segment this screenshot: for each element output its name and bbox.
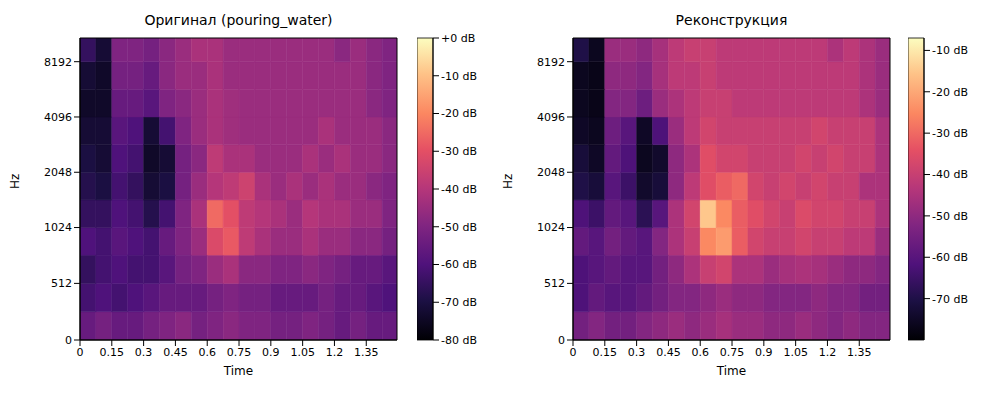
svg-text:0.6: 0.6 (691, 346, 709, 359)
svg-text:0: 0 (65, 334, 72, 347)
svg-text:0.15: 0.15 (593, 346, 618, 359)
svg-text:-20 dB: -20 dB (441, 107, 477, 120)
svg-text:2048: 2048 (44, 166, 72, 179)
svg-text:0.6: 0.6 (198, 346, 216, 359)
svg-text:-60 dB: -60 dB (932, 251, 968, 264)
svg-text:-70 dB: -70 dB (441, 296, 477, 309)
svg-text:1024: 1024 (537, 221, 565, 234)
svg-text:512: 512 (544, 277, 565, 290)
html-text:Реконструкция: Реконструкция (675, 12, 788, 28)
svg-text:0.45: 0.45 (656, 346, 681, 359)
svg-text:0.9: 0.9 (262, 346, 280, 359)
svg-text:1.35: 1.35 (847, 346, 872, 359)
svg-text:0.3: 0.3 (628, 346, 646, 359)
svg-text:4096: 4096 (44, 111, 72, 124)
svg-text:1.05: 1.05 (290, 346, 315, 359)
svg-text:0.15: 0.15 (100, 346, 125, 359)
svg-text:0: 0 (570, 346, 577, 359)
svg-text:+0 dB: +0 dB (441, 32, 475, 45)
svg-text:1.2: 1.2 (819, 346, 837, 359)
svg-text:1024: 1024 (44, 221, 72, 234)
svg-text:1.2: 1.2 (326, 346, 344, 359)
svg-text:0.45: 0.45 (163, 346, 188, 359)
svg-text:-10 dB: -10 dB (932, 44, 968, 57)
svg-text:Hz: Hz (501, 174, 515, 189)
svg-text:-80 dB: -80 dB (441, 334, 477, 347)
svg-text:-10 dB: -10 dB (441, 70, 477, 83)
svg-text:-60 dB: -60 dB (441, 258, 477, 271)
svg-text:-40 dB: -40 dB (932, 168, 968, 181)
svg-text:-20 dB: -20 dB (932, 86, 968, 99)
svg-text:-30 dB: -30 dB (441, 145, 477, 158)
svg-text:0.3: 0.3 (135, 346, 153, 359)
svg-text:2048: 2048 (537, 166, 565, 179)
html-text:Оригинал (pouring_water): Оригинал (pouring_water) (144, 12, 333, 28)
svg-text:8192: 8192 (537, 56, 565, 69)
svg-text:-40 dB: -40 dB (441, 183, 477, 196)
svg-text:0.75: 0.75 (227, 346, 252, 359)
svg-text:0.9: 0.9 (755, 346, 773, 359)
svg-text:-70 dB: -70 dB (932, 293, 968, 306)
svg-text:-50 dB: -50 dB (932, 210, 968, 223)
svg-text:0.75: 0.75 (720, 346, 745, 359)
svg-text:0: 0 (77, 346, 84, 359)
svg-text:-50 dB: -50 dB (441, 221, 477, 234)
svg-text:0: 0 (558, 334, 565, 347)
svg-text:Hz: Hz (8, 174, 22, 189)
svg-text:8192: 8192 (44, 56, 72, 69)
svg-text:Time: Time (223, 364, 253, 378)
svg-text:1.35: 1.35 (354, 346, 379, 359)
svg-text:4096: 4096 (537, 111, 565, 124)
svg-text:Time: Time (716, 364, 746, 378)
svg-text:512: 512 (51, 277, 72, 290)
svg-text:1.05: 1.05 (783, 346, 808, 359)
svg-text:-30 dB: -30 dB (932, 127, 968, 140)
